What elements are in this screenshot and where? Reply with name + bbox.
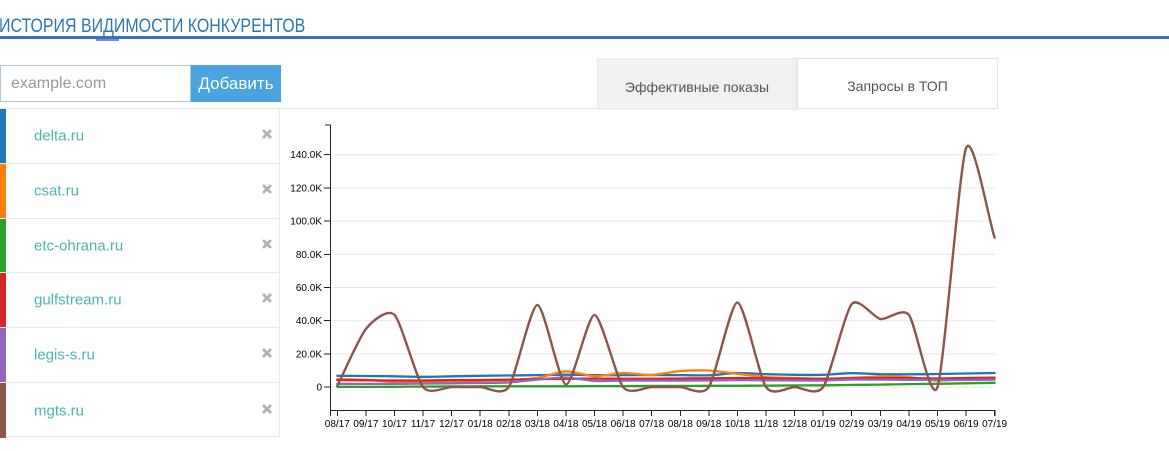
- svg-text:12/17: 12/17: [439, 419, 464, 430]
- svg-text:09/18: 09/18: [696, 419, 721, 430]
- svg-text:80.0K: 80.0K: [296, 250, 322, 261]
- svg-text:100.0K: 100.0K: [290, 217, 322, 228]
- svg-text:0: 0: [316, 383, 322, 394]
- svg-text:05/18: 05/18: [582, 419, 607, 430]
- svg-text:01/18: 01/18: [468, 419, 493, 430]
- svg-text:12/18: 12/18: [782, 419, 807, 430]
- svg-text:20.0K: 20.0K: [296, 349, 322, 360]
- svg-text:06/18: 06/18: [611, 419, 636, 430]
- svg-text:01/19: 01/19: [811, 419, 836, 430]
- svg-text:07/18: 07/18: [639, 419, 664, 430]
- svg-text:11/18: 11/18: [754, 419, 779, 430]
- svg-text:07/19: 07/19: [982, 419, 1007, 430]
- svg-text:03/19: 03/19: [868, 419, 893, 430]
- svg-text:02/18: 02/18: [496, 419, 521, 430]
- svg-text:04/19: 04/19: [896, 419, 921, 430]
- svg-text:10/17: 10/17: [382, 419, 407, 430]
- svg-text:08/17: 08/17: [325, 419, 350, 430]
- svg-text:02/19: 02/19: [839, 419, 864, 430]
- svg-text:120.0K: 120.0K: [290, 183, 322, 194]
- svg-text:11/17: 11/17: [411, 419, 436, 430]
- svg-text:04/18: 04/18: [553, 419, 578, 430]
- svg-text:140.0K: 140.0K: [290, 150, 322, 161]
- svg-text:05/19: 05/19: [925, 419, 950, 430]
- svg-text:10/18: 10/18: [725, 419, 750, 430]
- svg-text:09/17: 09/17: [353, 419, 378, 430]
- svg-text:60.0K: 60.0K: [296, 283, 322, 294]
- svg-text:40.0K: 40.0K: [296, 316, 322, 327]
- svg-text:08/18: 08/18: [668, 419, 693, 430]
- svg-text:06/19: 06/19: [954, 419, 979, 430]
- svg-text:03/18: 03/18: [525, 419, 550, 430]
